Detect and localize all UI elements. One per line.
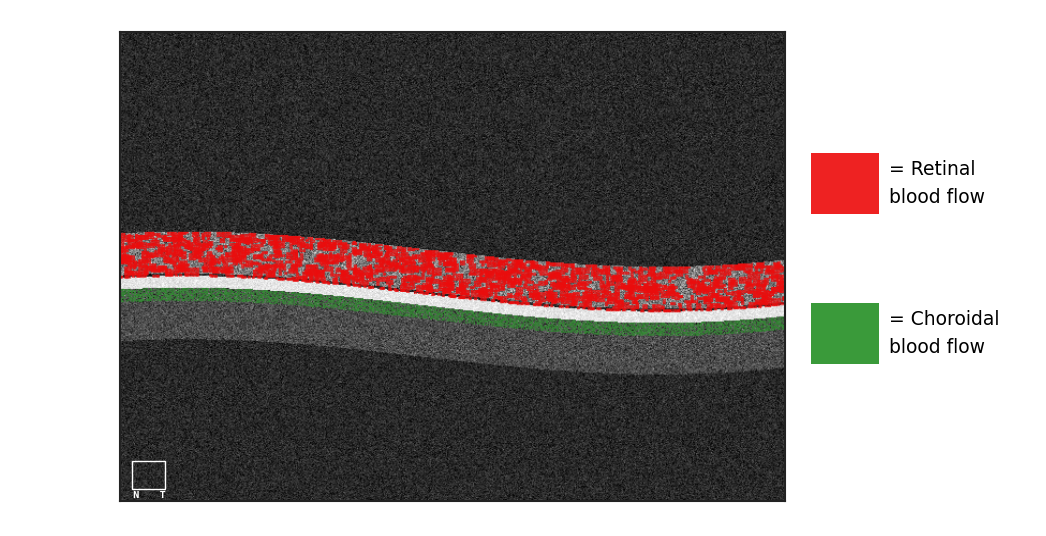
Text: N: N bbox=[132, 491, 139, 500]
Text: = Retinal: = Retinal bbox=[889, 160, 976, 179]
Text: = Choroidal: = Choroidal bbox=[889, 310, 1000, 329]
Text: blood flow: blood flow bbox=[889, 188, 985, 207]
Text: T: T bbox=[160, 491, 165, 500]
Text: blood flow: blood flow bbox=[889, 338, 985, 358]
FancyBboxPatch shape bbox=[811, 153, 879, 214]
FancyBboxPatch shape bbox=[811, 303, 879, 364]
Bar bbox=[132, 461, 165, 489]
